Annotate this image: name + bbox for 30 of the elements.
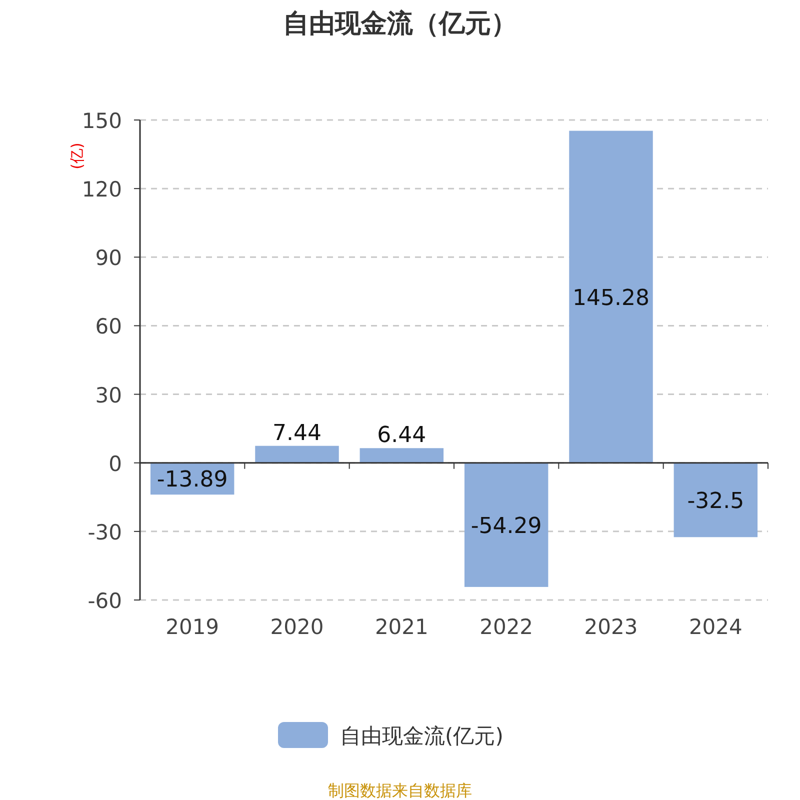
- y-tick-label: -60: [88, 589, 122, 613]
- bar: [674, 462, 758, 538]
- y-tick-label: 30: [95, 383, 122, 408]
- data-label: -13.89: [156, 468, 228, 493]
- y-axis-title: (亿): [68, 142, 86, 170]
- data-label: 145.28: [572, 286, 650, 311]
- x-tick-label: 2023: [584, 615, 638, 639]
- y-tick-label: 90: [95, 246, 122, 270]
- bar: [464, 462, 548, 587]
- legend: 自由现金流(亿元): [278, 722, 504, 748]
- x-tick-label: 2024: [688, 615, 742, 639]
- x-tick-label: 2021: [374, 615, 428, 639]
- data-label: 7.44: [272, 420, 322, 446]
- y-tick-label: 120: [82, 178, 122, 202]
- bar: [360, 448, 444, 463]
- y-tick-label: 0: [108, 452, 122, 476]
- text: 制图数据来自数据库: [328, 781, 472, 800]
- x-tick-label: 2019: [166, 615, 220, 639]
- y-tick-label: -30: [88, 520, 122, 544]
- bar: [255, 446, 339, 463]
- data-label: -54.29: [470, 514, 542, 539]
- x-tick-label: 2022: [480, 615, 534, 639]
- y-tick-label: 60: [95, 314, 122, 339]
- y-tick-label: 150: [82, 109, 122, 133]
- legend-label: 自由现金流(亿元): [340, 724, 504, 748]
- x-tick-label: 2020: [270, 615, 324, 639]
- data-label: -32.5: [687, 489, 744, 514]
- chart-title: 自由现金流（亿元）: [283, 9, 517, 39]
- bar: [569, 130, 653, 463]
- data-label: 6.44: [377, 423, 426, 448]
